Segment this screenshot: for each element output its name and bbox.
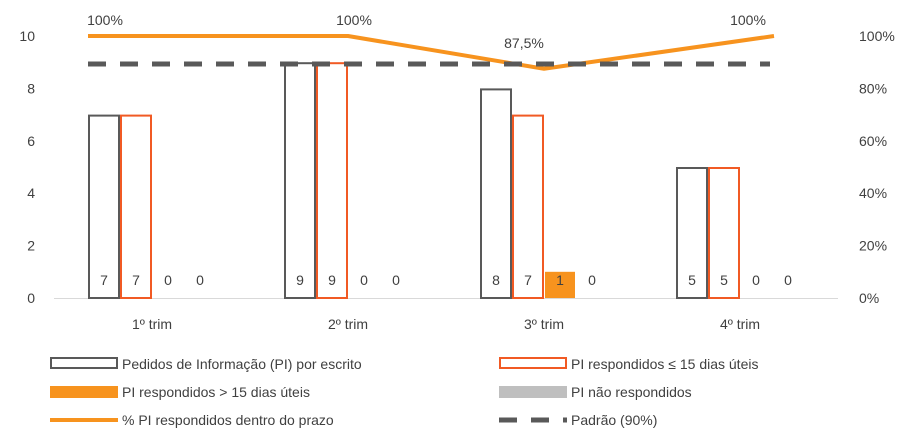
legend-item: PI respondidos ≤ 15 dias úteis — [499, 356, 758, 372]
bar-value-label: 5 — [720, 272, 728, 288]
legend-item: PI não respondidos — [499, 384, 692, 400]
data-labels: 7 7 0 0 9 9 0 0 8 7 1 0 5 5 0 0 100% 100% 87,5% 100% — [87, 12, 792, 288]
legend-item: Padrão (90%) — [499, 412, 657, 428]
y-left-tick-label: 2 — [27, 238, 35, 254]
bar-value-label: 0 — [360, 272, 368, 288]
bar — [480, 88, 512, 300]
bars — [88, 62, 740, 300]
legend-label: PI não respondidos — [571, 384, 692, 400]
bar-value-label: 7 — [524, 272, 532, 288]
y-right-tick-label: 80% — [859, 80, 887, 96]
bar-value-label: 7 — [132, 272, 140, 288]
y-right-tick-label: 20% — [859, 238, 887, 254]
x-tick-label: 4º trim — [720, 316, 760, 332]
y-right-tick-label: 100% — [859, 28, 895, 44]
legend: Pedidos de Informação (PI) por escrito PI… — [50, 356, 758, 428]
line-value-label: 100% — [87, 12, 123, 28]
y-left-tick-label: 4 — [27, 185, 35, 201]
legend-label: PI respondidos > 15 dias úteis — [122, 384, 310, 400]
y-right-tick-label: 40% — [859, 185, 887, 201]
legend-swatch — [499, 386, 567, 398]
bar-value-label: 0 — [196, 272, 204, 288]
y-left-tick-label: 6 — [27, 133, 35, 149]
bar-value-label: 9 — [296, 272, 304, 288]
bar-value-label: 0 — [588, 272, 596, 288]
legend-item: Pedidos de Informação (PI) por escrito — [50, 356, 362, 372]
bar-value-label: 8 — [492, 272, 500, 288]
line-value-label: 100% — [336, 12, 372, 28]
legend-swatch — [50, 386, 118, 398]
legend-label: PI respondidos ≤ 15 dias úteis — [571, 356, 758, 372]
bar — [708, 167, 740, 299]
bar — [545, 271, 575, 298]
line-value-label: 87,5% — [504, 35, 544, 51]
line-value-label: 100% — [730, 12, 766, 28]
bar — [316, 62, 348, 300]
bar-value-label: 1 — [556, 272, 564, 288]
legend-item: % PI respondidos dentro do prazo — [50, 412, 334, 428]
bar-value-label: 0 — [392, 272, 400, 288]
y-left-tick-label: 0 — [27, 290, 35, 306]
bar — [676, 167, 708, 299]
legend-swatch — [50, 357, 118, 369]
y-right-tick-label: 0% — [859, 290, 879, 306]
bar-value-label: 0 — [752, 272, 760, 288]
y-right-tick-label: 60% — [859, 133, 887, 149]
x-tick-label: 3º trim — [524, 316, 564, 332]
series-line — [88, 34, 775, 71]
x-tick-label: 2º trim — [328, 316, 368, 332]
legend-swatch — [499, 357, 567, 369]
y-left-tick-label: 8 — [27, 80, 35, 96]
bar-value-label: 0 — [164, 272, 172, 288]
bar — [512, 114, 544, 299]
y-left-tick-label: 10 — [19, 28, 35, 44]
legend-label: Pedidos de Informação (PI) por escrito — [122, 356, 362, 372]
bar — [88, 114, 120, 299]
bar — [120, 114, 152, 299]
x-tick-label: 1º trim — [132, 316, 172, 332]
legend-label: % PI respondidos dentro do prazo — [122, 412, 334, 428]
lines — [88, 34, 775, 71]
bar — [284, 62, 316, 300]
bar-value-label: 9 — [328, 272, 336, 288]
bar-value-label: 7 — [100, 272, 108, 288]
legend-label: Padrão (90%) — [571, 412, 657, 428]
legend-item: PI respondidos > 15 dias úteis — [50, 384, 310, 400]
bar-value-label: 5 — [688, 272, 696, 288]
bar-value-label: 0 — [784, 272, 792, 288]
